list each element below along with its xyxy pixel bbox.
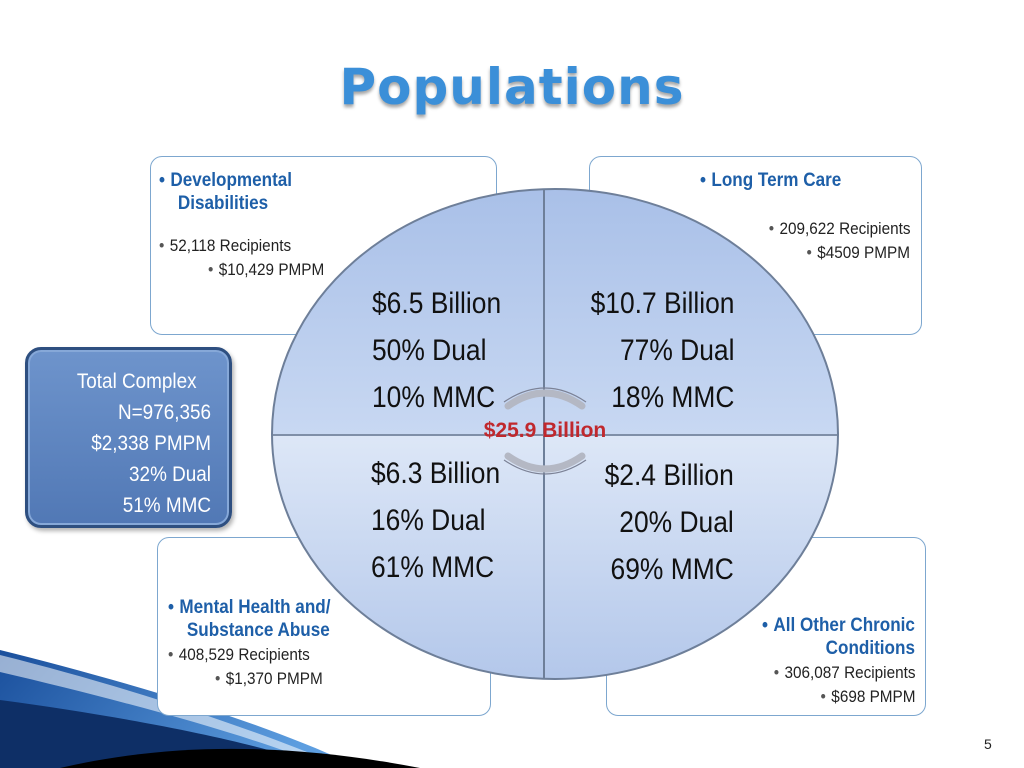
dd-header-line1: Developmental	[170, 170, 293, 191]
dd-header-line2: Disabilities	[177, 193, 269, 214]
oc-pmpm: • $698 PMPM	[820, 687, 915, 706]
oc-header: • All Other Chronic Conditions	[762, 615, 915, 659]
ltc-header: • Long Term Care	[700, 170, 842, 191]
mh-header: • Mental Health and/ Substance Abuse	[168, 597, 331, 641]
total-mmc: 51% MMC	[122, 494, 211, 517]
other-chronic-box: • All Other Chronic Conditions • 306,087 R…	[606, 537, 926, 716]
oc-recipients: • 306,087 Recipients	[773, 663, 915, 682]
mh-pmpm: • $1,370 PMPM	[215, 669, 323, 688]
dd-header: • Developmental Disabilities	[159, 170, 293, 214]
total-label: Total Complex	[76, 370, 197, 393]
ltc-recipients: • 209,622 Recipients	[768, 219, 910, 238]
long-term-care-box: • Long Term Care • 209,622 Recipients • $45…	[589, 156, 922, 335]
dd-pmpm: • $10,429 PMPM	[208, 260, 325, 279]
total-complex-box: Total Complex N=976,356 $2,338 PMPM 32% …	[25, 347, 232, 528]
mental-health-box: • Mental Health and/ Substance Abuse • 408…	[157, 537, 491, 716]
mh-recipients: • 408,529 Recipients	[168, 645, 310, 664]
total-pmpm: $2,338 PMPM	[91, 432, 211, 455]
developmental-disabilities-box: • Developmental Disabilities • 52,118 Reci…	[150, 156, 497, 335]
ltc-pmpm: • $4509 PMPM	[806, 243, 910, 262]
dd-recipients: • 52,118 Recipients	[159, 236, 292, 255]
page-title: Populations	[339, 58, 685, 116]
total-dual: 32% Dual	[129, 463, 211, 486]
page-number: 5	[984, 736, 992, 752]
total-n: N=976,356	[117, 401, 211, 424]
